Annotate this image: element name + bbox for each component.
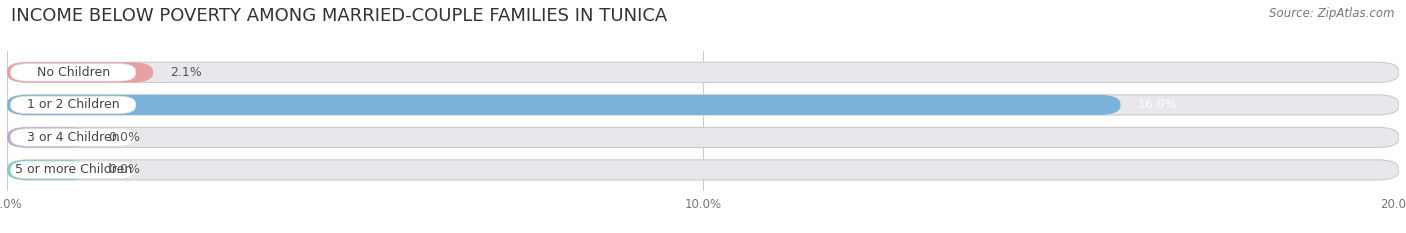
Text: 0.0%: 0.0% [108,163,141,176]
FancyBboxPatch shape [7,95,1399,115]
Text: 16.0%: 16.0% [1137,98,1178,111]
FancyBboxPatch shape [10,161,136,179]
FancyBboxPatch shape [7,160,90,180]
Text: 5 or more Children: 5 or more Children [14,163,132,176]
Text: 1 or 2 Children: 1 or 2 Children [27,98,120,111]
FancyBboxPatch shape [7,160,1399,180]
FancyBboxPatch shape [7,95,1121,115]
FancyBboxPatch shape [7,127,90,147]
Text: No Children: No Children [37,66,110,79]
FancyBboxPatch shape [10,96,136,114]
FancyBboxPatch shape [7,62,1399,82]
Text: 3 or 4 Children: 3 or 4 Children [27,131,120,144]
FancyBboxPatch shape [10,129,136,146]
Text: 2.1%: 2.1% [170,66,202,79]
Text: 0.0%: 0.0% [108,131,141,144]
Text: INCOME BELOW POVERTY AMONG MARRIED-COUPLE FAMILIES IN TUNICA: INCOME BELOW POVERTY AMONG MARRIED-COUPL… [11,7,668,25]
FancyBboxPatch shape [7,127,1399,147]
FancyBboxPatch shape [10,64,136,81]
FancyBboxPatch shape [7,62,153,82]
Text: Source: ZipAtlas.com: Source: ZipAtlas.com [1270,7,1395,20]
